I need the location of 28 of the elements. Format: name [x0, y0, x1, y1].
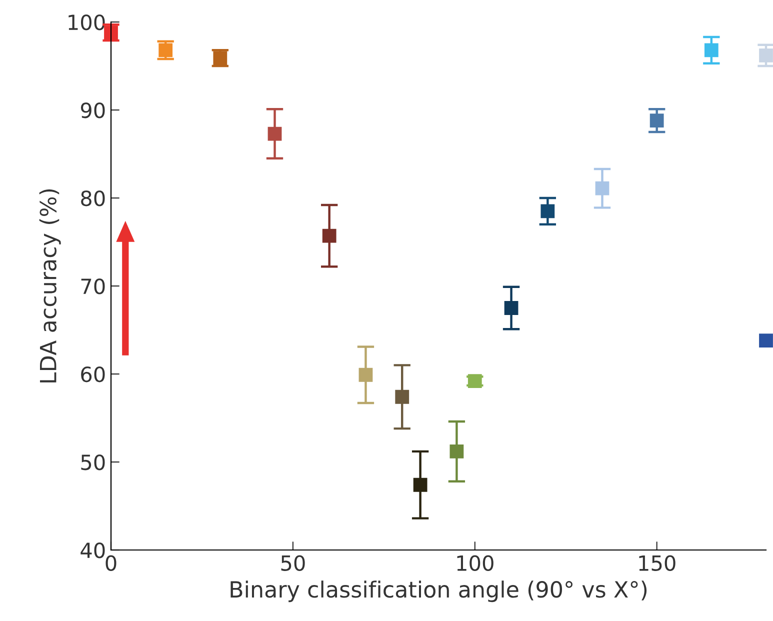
- point: [704, 43, 718, 58]
- y-tick-label: 50: [81, 454, 105, 470]
- point: [158, 43, 173, 58]
- point: [759, 334, 773, 348]
- x-tick-label: 100: [457, 555, 494, 571]
- point: [322, 228, 336, 243]
- y-tick-label: 70: [81, 278, 105, 294]
- y-tick-label: 60: [81, 366, 105, 382]
- y-axis-title: LDA accuracy (%): [39, 189, 61, 382]
- point: [468, 374, 482, 388]
- y-tick-label: 90: [80, 102, 105, 118]
- y-tick-label: 100: [68, 14, 105, 30]
- point: [595, 181, 610, 196]
- point: [504, 301, 518, 315]
- point: [268, 126, 282, 141]
- point: [450, 444, 464, 458]
- x-tick-label: 150: [639, 555, 676, 571]
- x-tick-label: 0: [106, 555, 116, 571]
- point: [395, 390, 410, 404]
- x-tick-label: 50: [281, 555, 305, 571]
- point: [540, 204, 555, 218]
- y-tick-label: 80: [81, 190, 105, 206]
- point: [759, 48, 773, 62]
- point: [650, 114, 664, 128]
- point: [413, 478, 428, 492]
- point: [358, 368, 373, 382]
- y-tick-label: 40: [80, 542, 105, 558]
- x-axis-title: Binary classification angle (90° vs X°): [230, 580, 647, 602]
